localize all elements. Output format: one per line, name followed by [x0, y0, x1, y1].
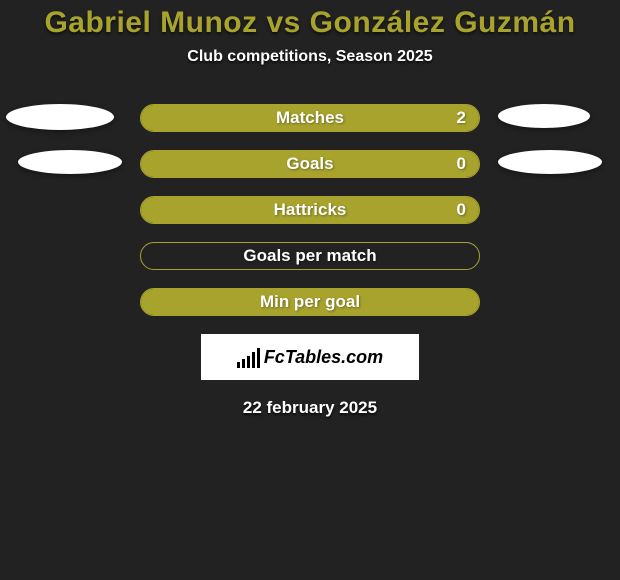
logo-bars-icon — [237, 346, 260, 368]
player-right-marker — [498, 104, 590, 128]
stat-bar-track — [140, 150, 480, 178]
stat-bar-fill — [141, 151, 479, 177]
page-subtitle: Club competitions, Season 2025 — [0, 48, 620, 66]
stat-row: Matches2 — [0, 104, 620, 132]
stat-bar-fill — [141, 289, 479, 315]
player-left-marker — [6, 104, 114, 130]
stat-row: Hattricks0 — [0, 196, 620, 224]
brand-logo: FcTables.com — [201, 334, 419, 380]
comparison-card: Gabriel Munoz vs González Guzmán Club co… — [0, 0, 620, 418]
stat-bar-track — [140, 196, 480, 224]
stats-area: Matches2 Goals0 Hattricks0 Goals per match M… — [0, 104, 620, 316]
stat-row: Min per goal — [0, 288, 620, 316]
brand-logo-text: FcTables.com — [264, 347, 383, 368]
date-label: 22 february 2025 — [0, 398, 620, 418]
stat-bar-track — [140, 104, 480, 132]
player-right-marker — [498, 150, 602, 174]
stat-bar-fill — [141, 105, 479, 131]
stat-bar-track — [140, 242, 480, 270]
stat-row: Goals0 — [0, 150, 620, 178]
stat-bar-track — [140, 288, 480, 316]
page-title: Gabriel Munoz vs González Guzmán — [0, 6, 620, 40]
stat-bar-fill — [141, 197, 479, 223]
stat-row: Goals per match — [0, 242, 620, 270]
player-left-marker — [18, 150, 122, 174]
